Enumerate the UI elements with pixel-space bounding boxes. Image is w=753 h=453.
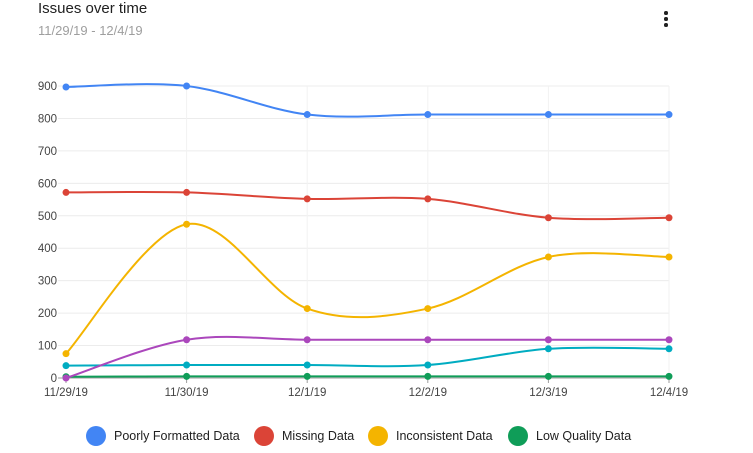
data-point[interactable]	[62, 83, 70, 91]
legend-swatch-icon	[86, 426, 106, 446]
data-point[interactable]	[62, 362, 70, 370]
series-lines	[62, 82, 673, 382]
data-point[interactable]	[183, 220, 191, 228]
data-point[interactable]	[303, 305, 311, 313]
x-tick-label: 12/1/19	[288, 387, 326, 399]
series-missing-data	[62, 188, 673, 222]
data-point[interactable]	[665, 336, 673, 344]
y-axis-ticks: 0 100 200 300 400 500 600 700 800 900	[38, 81, 57, 385]
series-inconsistent-data	[62, 220, 673, 358]
data-point[interactable]	[424, 305, 432, 313]
data-point[interactable]	[303, 111, 311, 119]
data-point[interactable]	[303, 372, 311, 380]
kebab-dot	[664, 23, 668, 27]
y-tick-label: 200	[38, 308, 57, 320]
data-point[interactable]	[424, 336, 432, 344]
legend-item[interactable]: Missing Data	[254, 426, 354, 446]
x-tick-label: 12/2/19	[409, 387, 447, 399]
y-tick-label: 800	[38, 113, 57, 125]
data-point[interactable]	[665, 372, 673, 380]
data-point[interactable]	[183, 82, 191, 90]
kebab-dot	[664, 17, 668, 21]
y-tick-label: 100	[38, 341, 57, 353]
x-tick-label: 11/29/19	[44, 387, 88, 399]
data-point[interactable]	[424, 372, 432, 380]
series-poorly-formatted-data	[62, 82, 673, 119]
data-point[interactable]	[424, 111, 432, 119]
data-point[interactable]	[303, 336, 311, 344]
data-point[interactable]	[183, 188, 191, 196]
x-tick-label: 12/4/19	[650, 387, 688, 399]
kebab-dot	[664, 11, 668, 15]
data-point[interactable]	[665, 253, 673, 261]
series-extra-5	[62, 345, 673, 370]
data-point[interactable]	[424, 361, 432, 369]
y-tick-label: 900	[38, 81, 57, 93]
chart-title: Issues over time	[38, 0, 148, 17]
data-point[interactable]	[62, 374, 70, 382]
chart-legend: Poorly Formatted Data Missing Data Inconsi…	[0, 426, 753, 448]
legend-label: Low Quality Data	[536, 429, 632, 443]
legend-label: Inconsistent Data	[396, 429, 493, 443]
legend-swatch-icon	[254, 426, 274, 446]
data-point[interactable]	[544, 253, 552, 261]
y-tick-label: 0	[51, 373, 57, 385]
series-line	[65, 222, 670, 355]
y-tick-label: 700	[38, 146, 57, 158]
series-line	[65, 335, 669, 379]
data-point[interactable]	[303, 195, 311, 203]
data-point[interactable]	[665, 111, 673, 119]
data-point[interactable]	[544, 372, 552, 380]
legend-label: Poorly Formatted Data	[114, 429, 240, 443]
data-point[interactable]	[544, 345, 552, 353]
data-point[interactable]	[183, 372, 191, 380]
data-point[interactable]	[544, 111, 552, 119]
data-point[interactable]	[183, 361, 191, 369]
data-point[interactable]	[544, 214, 552, 222]
y-tick-label: 600	[38, 178, 57, 190]
data-point[interactable]	[62, 350, 70, 358]
data-point[interactable]	[665, 345, 673, 353]
data-point[interactable]	[62, 188, 70, 196]
legend-label: Missing Data	[282, 429, 355, 443]
series-line	[65, 83, 669, 118]
series-line	[65, 346, 670, 368]
legend-item[interactable]: Poorly Formatted Data	[86, 426, 240, 446]
x-tick-label: 12/3/19	[529, 387, 567, 399]
y-tick-label: 400	[38, 243, 57, 255]
series-line	[65, 190, 670, 221]
data-point[interactable]	[424, 195, 432, 203]
x-tick-label: 11/30/19	[165, 387, 209, 399]
legend-item[interactable]: Low Quality Data	[508, 426, 631, 446]
x-axis-ticks: 11/29/19 11/30/19 12/1/19 12/2/19 12/3/19 12/…	[44, 378, 688, 399]
y-tick-label: 500	[38, 211, 57, 223]
legend-swatch-icon	[508, 426, 528, 446]
grid-lines	[58, 85, 670, 379]
kebab-menu-icon[interactable]	[656, 8, 676, 30]
legend-swatch-icon	[368, 426, 388, 446]
y-tick-label: 300	[38, 276, 57, 288]
data-point[interactable]	[665, 214, 673, 222]
data-point[interactable]	[183, 336, 191, 344]
chart-date-range: 11/29/19 - 12/4/19	[38, 23, 143, 38]
data-point[interactable]	[303, 361, 311, 369]
legend-item[interactable]: Inconsistent Data	[368, 426, 493, 446]
series-extra-4	[62, 335, 673, 382]
data-point[interactable]	[544, 336, 552, 344]
series-low-quality-data	[62, 372, 673, 381]
